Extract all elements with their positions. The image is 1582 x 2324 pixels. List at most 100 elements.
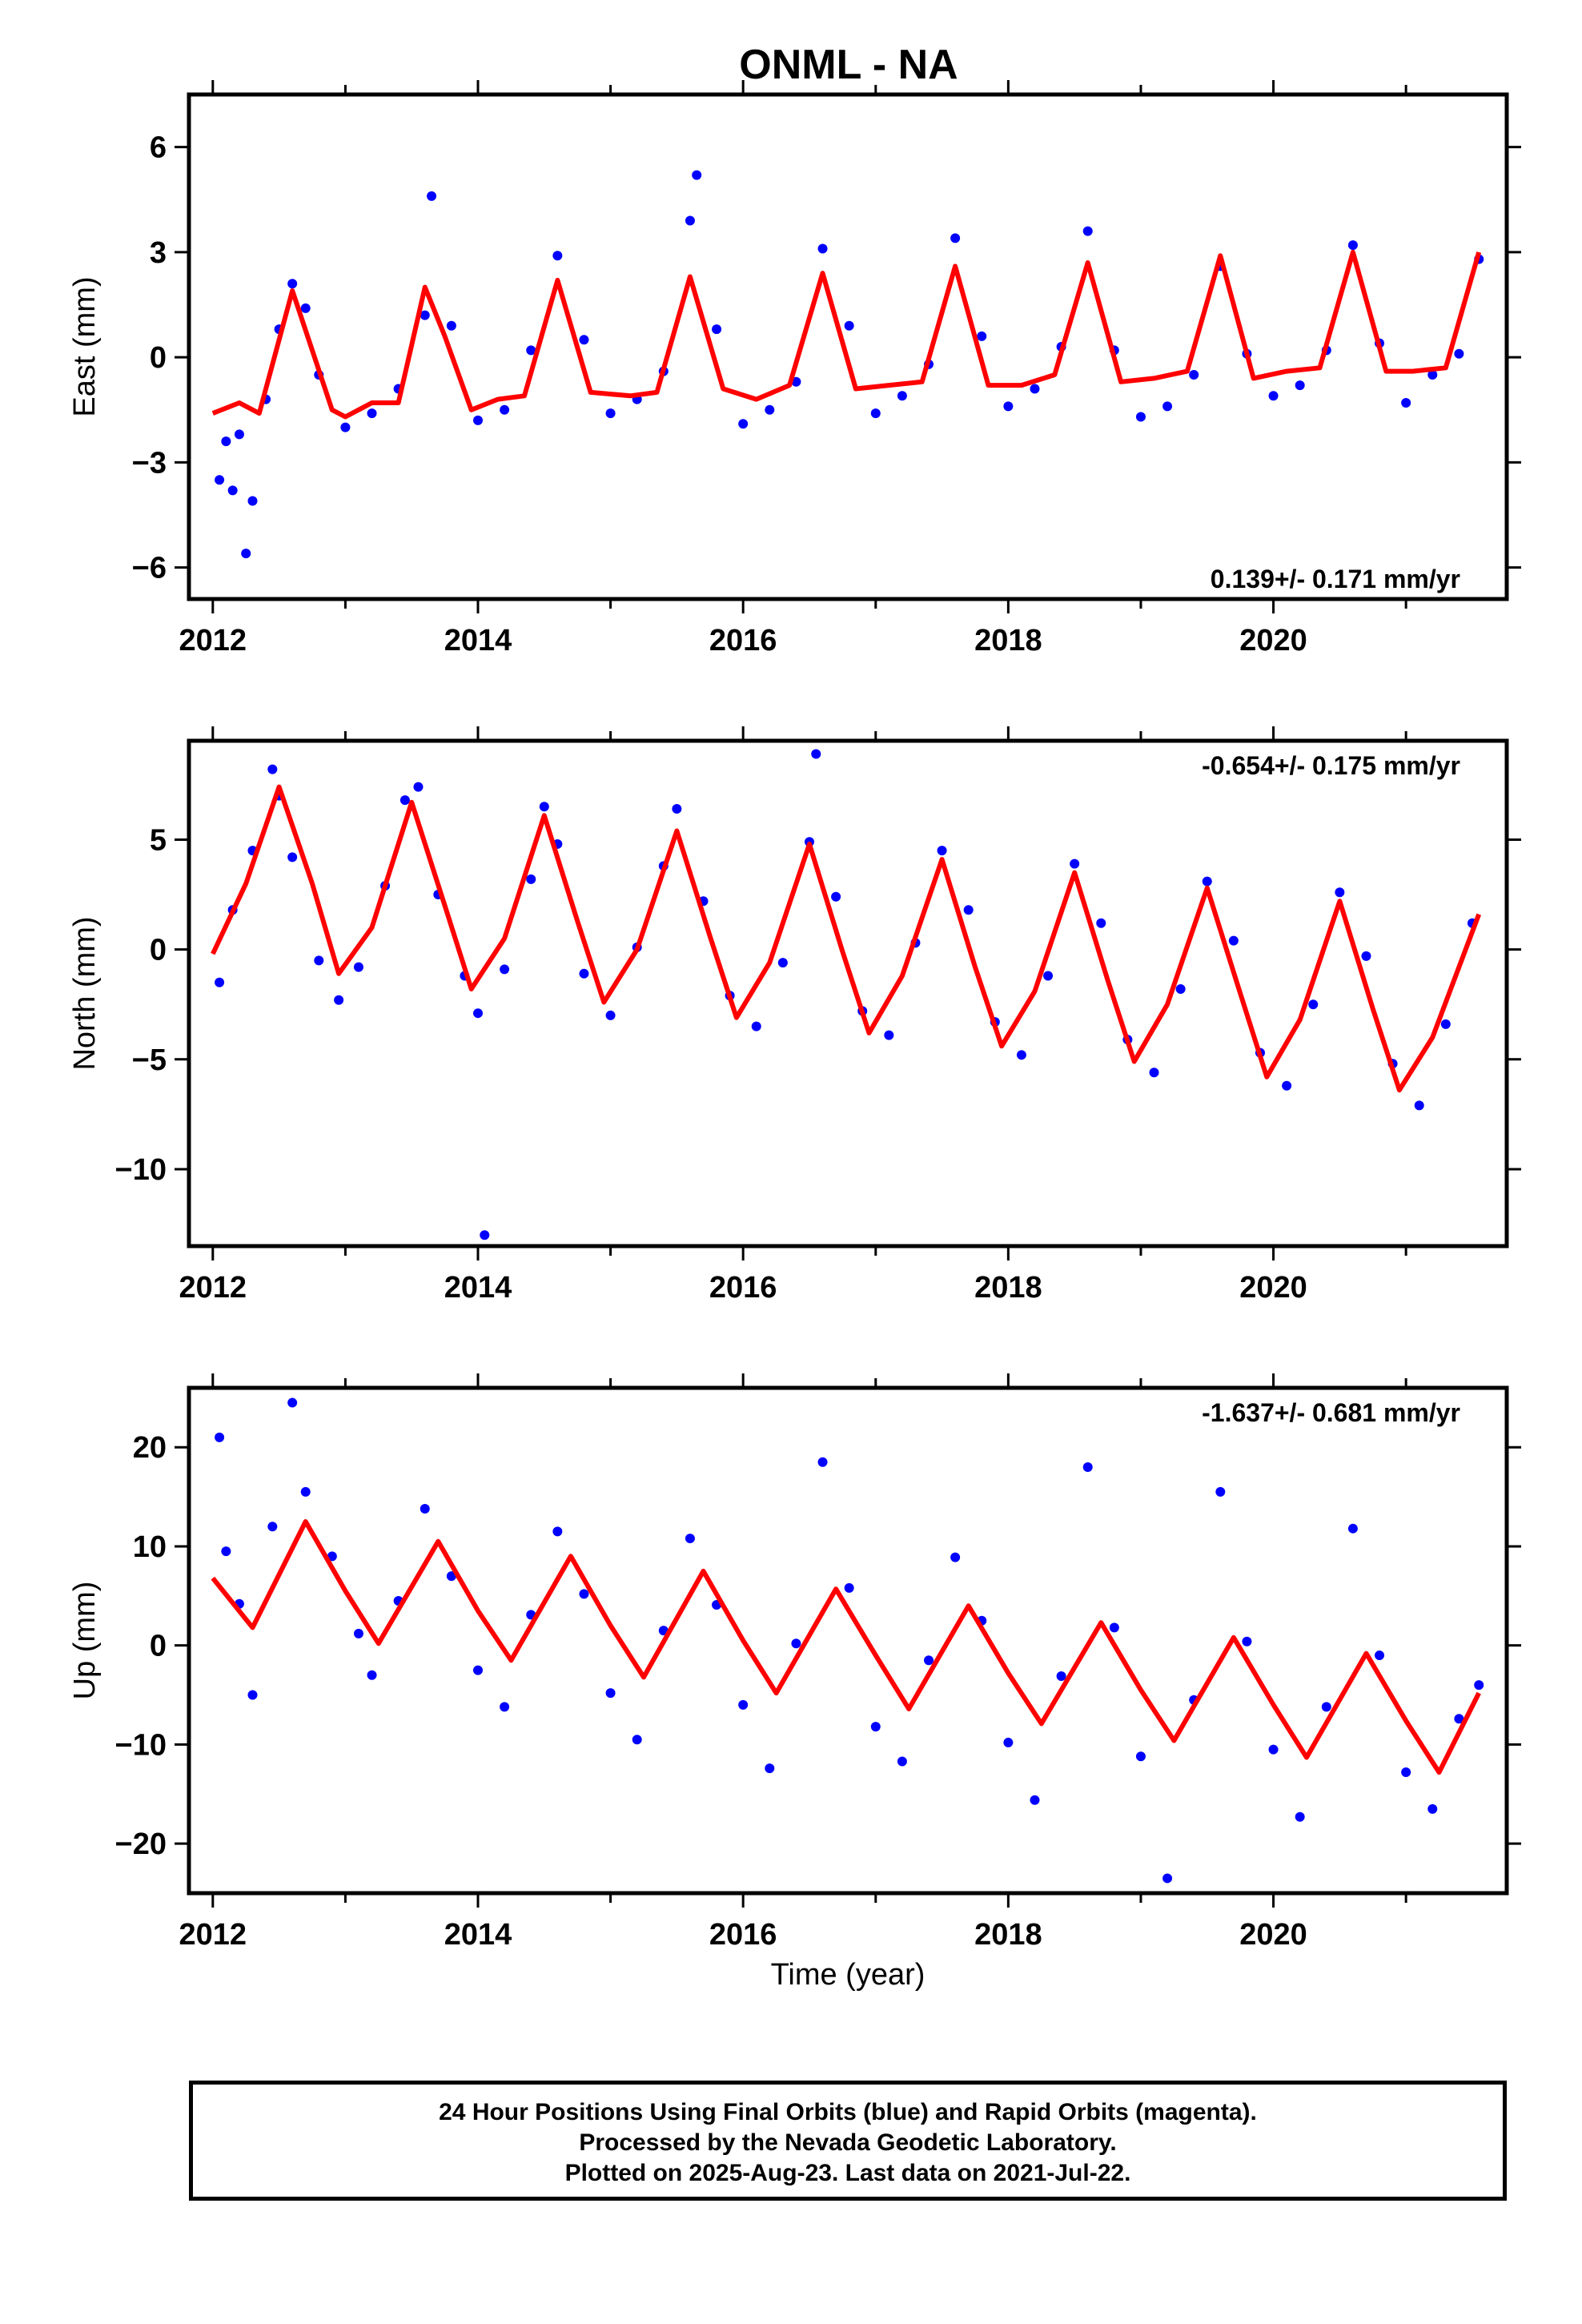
data-point [413,782,424,792]
y-tick-label: −20 [115,1827,167,1861]
y-tick-label: −3 [132,446,167,480]
x-tick-label: 2020 [1239,624,1307,657]
data-point [579,1589,589,1599]
x-tick-label: 2018 [974,1918,1042,1952]
data-point [1030,1795,1040,1805]
data-point [215,1432,225,1442]
y-tick-label: 10 [133,1530,167,1564]
data-point [632,1735,642,1745]
x-tick-label: 2018 [974,624,1042,657]
y-tick-label: 6 [150,131,167,165]
data-point [1454,348,1464,359]
data-point [1082,1462,1093,1472]
data-point [1175,984,1186,995]
data-point [552,1526,563,1537]
data-point [1003,1737,1014,1747]
data-point [963,905,974,915]
data-point [353,1628,363,1638]
data-point [1454,1714,1464,1724]
data-point [420,1503,430,1514]
y-tick-label: 0 [150,1630,167,1663]
data-point [500,1702,510,1712]
data-point [526,345,536,356]
data-point [1401,1767,1411,1778]
data-point [427,191,437,201]
plot-frame [187,92,1509,601]
data-point [791,1638,801,1649]
x-tick-label: 2012 [179,624,247,657]
data-point [1109,1622,1119,1633]
data-point [400,795,410,806]
data-point [977,331,987,341]
data-point [751,1021,761,1031]
data-point [420,310,430,320]
y-tick-label: 20 [133,1431,167,1465]
data-point [1202,876,1212,887]
data-point [817,1457,828,1467]
rate-label: -0.654+/- 0.175 mm/yr [1202,751,1460,780]
data-point [1268,1744,1279,1755]
x-tick-label: 2020 [1239,1271,1307,1305]
data-point [950,233,961,243]
data-point [692,170,702,180]
data-point [1043,971,1054,981]
data-point [937,846,947,856]
data-point [579,968,589,979]
data-point [1135,412,1146,422]
data-point [579,335,589,345]
x-tick-label: 2016 [709,624,777,657]
x-tick-label: 2016 [709,1918,777,1952]
data-point [1242,1636,1252,1647]
data-point [472,1665,483,1675]
y-axis-label: North (mm) [68,916,102,1070]
data-point [1016,1050,1026,1060]
caption-line-1: 24 Hour Positions Using Final Orbits (bl… [439,2099,1257,2125]
data-point [605,1688,616,1699]
data-point [844,1582,854,1593]
data-point [1149,1068,1159,1078]
data-point [884,1030,894,1040]
panel-up: 2012 2014 2016 2018 2020 −20 −10 0 10 20 Up (mm) -1… [68,1373,1521,1952]
chart-title: ONML - NA [739,42,958,88]
data-point [777,958,788,968]
data-point [1082,226,1093,236]
data-point [870,1722,881,1732]
plot-frame [187,1385,1509,1896]
data-point [765,404,775,415]
data-point [1361,951,1371,961]
data-point [1440,1019,1451,1029]
data-point [446,1571,456,1582]
data-point [1347,240,1358,251]
data-point [300,1486,311,1497]
plot-frame [187,738,1509,1248]
y-tick-label: 5 [150,823,167,857]
data-point [446,320,456,331]
data-point [685,1534,695,1544]
data-point [1096,918,1106,928]
data-point [1474,1680,1484,1691]
data-point [480,1230,490,1240]
data-point [287,1397,298,1408]
data-point [500,964,510,975]
data-point [539,802,549,812]
data-point [1295,1811,1305,1822]
data-point [1295,380,1305,391]
data-point [215,977,225,987]
fit-line [211,249,1482,420]
data-point [811,749,821,759]
x-tick-label: 2016 [709,1271,777,1305]
data-point [287,279,298,289]
data-point [844,320,854,331]
data-point [831,891,841,902]
fit-line [211,1519,1481,1775]
data-point [526,874,536,884]
rate-label: 0.139+/- 0.171 mm/yr [1211,565,1460,593]
data-point [300,303,311,313]
data-point [897,1756,907,1767]
data-point [241,549,251,559]
data-point [672,804,682,814]
data-point [247,496,258,506]
data-point [1282,1080,1292,1091]
data-point [1308,999,1319,1010]
